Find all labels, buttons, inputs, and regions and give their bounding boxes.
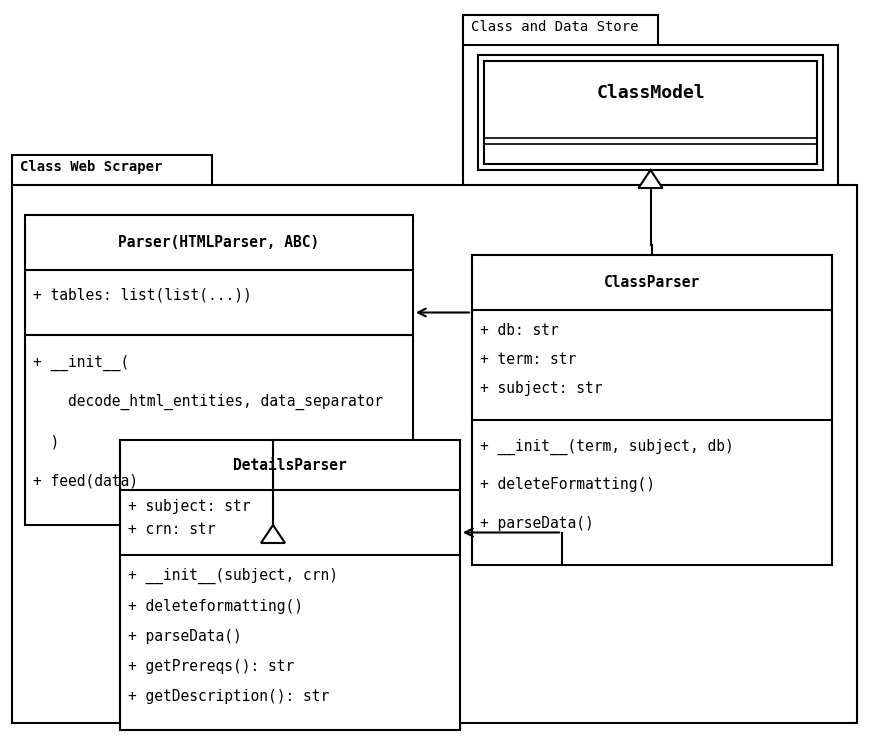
Text: ClassParser: ClassParser: [604, 275, 700, 290]
Text: + deleteformatting(): + deleteformatting(): [128, 599, 303, 614]
Text: + subject: str: + subject: str: [480, 381, 602, 396]
Text: Class Web Scraper: Class Web Scraper: [20, 160, 162, 174]
Text: DetailsParser: DetailsParser: [233, 458, 347, 472]
Bar: [12, 155, 212, 187]
Bar: [25, 215, 413, 525]
Text: + term: str: + term: str: [480, 352, 576, 367]
Text: + getPrereqs(): str: + getPrereqs(): str: [128, 659, 294, 674]
Bar: [463, 45, 838, 210]
Text: ): ): [33, 435, 59, 449]
Text: + getDescription(): str: + getDescription(): str: [128, 689, 329, 704]
Text: + __init__(subject, crn): + __init__(subject, crn): [128, 568, 338, 584]
Polygon shape: [638, 170, 663, 188]
Text: + crn: str: + crn: str: [128, 522, 216, 537]
Text: Class and Data Store: Class and Data Store: [471, 20, 638, 34]
Bar: [478, 55, 823, 170]
Text: + __init__(: + __init__(: [33, 354, 129, 370]
Text: + __init__(term, subject, db): + __init__(term, subject, db): [480, 438, 733, 455]
Text: + db: str: + db: str: [480, 323, 559, 338]
Text: + feed(data): + feed(data): [33, 474, 138, 489]
Text: + subject: str: + subject: str: [128, 499, 251, 514]
Bar: [472, 255, 832, 565]
Text: decode_html_entities, data_separator: decode_html_entities, data_separator: [33, 394, 383, 410]
Bar: [484, 61, 817, 164]
Text: + parseData(): + parseData(): [128, 629, 242, 644]
Text: + tables: list(list(...)): + tables: list(list(...)): [33, 288, 251, 303]
Bar: [120, 440, 460, 730]
Polygon shape: [261, 525, 285, 543]
Text: + parseData(): + parseData(): [480, 516, 594, 531]
Text: ClassModel: ClassModel: [596, 84, 705, 103]
Text: + deleteFormatting(): + deleteFormatting(): [480, 477, 655, 492]
Bar: [12, 185, 857, 723]
Bar: [463, 15, 658, 47]
Text: Parser(HTMLParser, ABC): Parser(HTMLParser, ABC): [119, 235, 320, 250]
